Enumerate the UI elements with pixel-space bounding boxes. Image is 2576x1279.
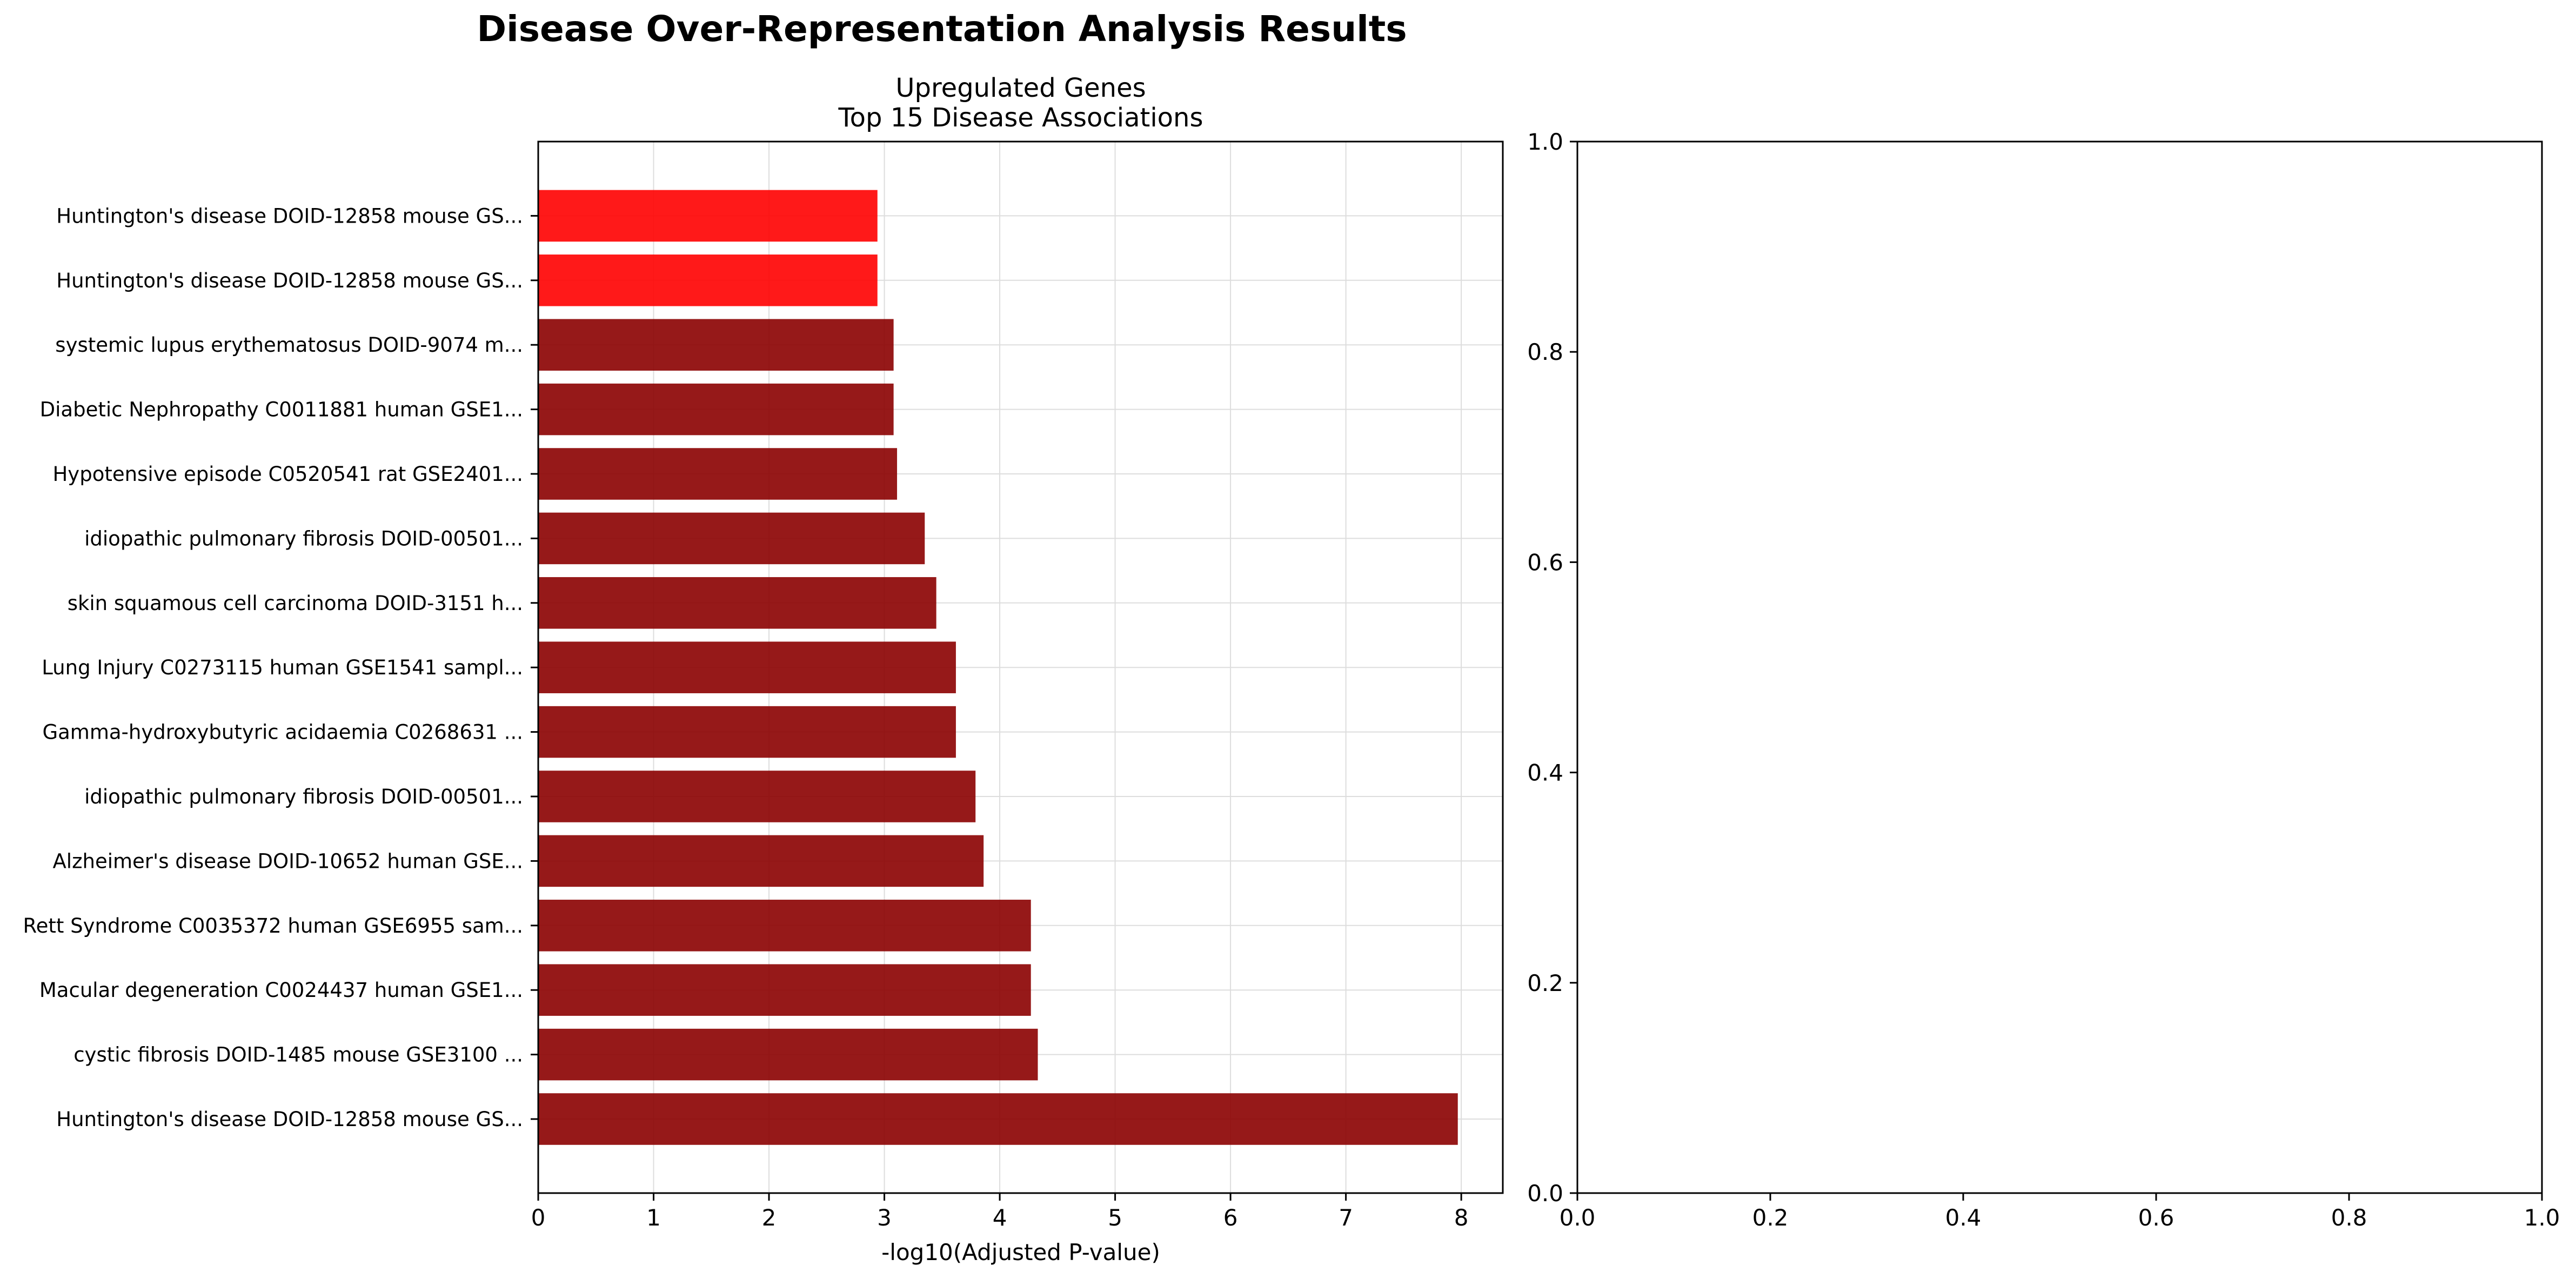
category-label: Huntington's disease DOID-12858 mouse GS…	[56, 269, 523, 292]
x-tick-label: 3	[877, 1204, 892, 1231]
x-tick-label: 4	[993, 1204, 1007, 1231]
category-label: Gamma-hydroxybutyric acidaemia C0268631 …	[42, 721, 523, 744]
bar-chart-axes: Upregulated Genes Top 15 Disease Associa…	[23, 73, 1504, 1265]
x-tick-label: 1.0	[2524, 1204, 2560, 1231]
category-label: Macular degeneration C0024437 human GSE1…	[39, 979, 523, 1002]
bar-chart-bars	[538, 190, 1458, 1145]
chart-subtitle: Top 15 Disease Associations	[838, 103, 1203, 133]
bar	[538, 577, 936, 629]
y-tick-label: 0.0	[1527, 1180, 1563, 1207]
x-tick-label: 0.6	[2138, 1204, 2174, 1231]
chart-title: Upregulated Genes	[895, 73, 1146, 103]
bar	[538, 964, 1031, 1016]
bar	[538, 900, 1031, 952]
category-label: idiopathic pulmonary fibrosis DOID-00501…	[84, 785, 523, 808]
category-label: Lung Injury C0273115 human GSE1541 sampl…	[42, 656, 523, 679]
category-label: Rett Syndrome C0035372 human GSE6955 sam…	[23, 914, 523, 938]
bar	[538, 255, 878, 306]
bar	[538, 448, 898, 500]
category-label: Hypotensive episode C0520541 rat GSE2401…	[52, 463, 523, 486]
category-label: Huntington's disease DOID-12858 mouse GS…	[56, 1108, 523, 1131]
category-label: Alzheimer's disease DOID-10652 human GSE…	[53, 849, 524, 873]
x-tick-label: 1	[646, 1204, 661, 1231]
bar	[538, 835, 984, 887]
empty-axes-frame	[1576, 140, 2543, 1194]
category-label: cystic fibrosis DOID-1485 mouse GSE3100 …	[73, 1043, 523, 1067]
category-label: Diabetic Nephropathy C0011881 human GSE1…	[40, 398, 523, 421]
x-tick-label: 0.2	[1752, 1204, 1789, 1231]
x-tick-label: 8	[1454, 1204, 1469, 1231]
y-tick-label: 0.4	[1527, 760, 1563, 786]
bar-chart-x-ticks: 0 1 2 3 4 5 6 7 8	[531, 1193, 1469, 1231]
category-label: Huntington's disease DOID-12858 mouse GS…	[56, 204, 523, 227]
x-tick-label: 7	[1339, 1204, 1353, 1231]
bar	[538, 706, 956, 758]
bar	[538, 319, 894, 371]
x-tick-label: 0	[531, 1204, 546, 1231]
bar	[538, 383, 894, 436]
x-tick-label: 5	[1108, 1204, 1122, 1231]
bar-chart-x-axis-label: -log10(Adjusted P-value)	[881, 1239, 1160, 1265]
x-tick-label: 0.4	[1945, 1204, 1982, 1231]
y-tick-label: 1.0	[1527, 129, 1563, 155]
x-tick-label: 6	[1223, 1204, 1238, 1231]
category-label: idiopathic pulmonary fibrosis DOID-00501…	[84, 527, 523, 550]
bar	[538, 1028, 1038, 1081]
category-label: skin squamous cell carcinoma DOID-3151 h…	[68, 592, 523, 615]
figure-title: Disease Over-Representation Analysis Res…	[477, 8, 1407, 50]
y-tick-label: 0.6	[1527, 549, 1563, 575]
x-tick-label: 2	[762, 1204, 777, 1231]
bar	[538, 190, 878, 242]
bar	[538, 771, 976, 822]
y-tick-label: 0.2	[1527, 970, 1563, 996]
bar	[538, 641, 956, 693]
x-tick-label: 0.8	[2331, 1204, 2367, 1231]
bar	[538, 1093, 1458, 1145]
y-tick-label: 0.8	[1527, 339, 1563, 365]
x-tick-label: 0.0	[1560, 1204, 1596, 1231]
bar	[538, 512, 925, 565]
empty-axes-y-ticks: 0.0 0.2 0.4 0.6 0.8 1.0	[1527, 129, 1577, 1207]
bar-chart-y-ticks: Huntington's disease DOID-12858 mouse GS…	[23, 204, 538, 1131]
empty-axes: 0.0 0.2 0.4 0.6 0.8 1.0 0.0 0.2 0.4 0.6 0.8 1.0	[1527, 129, 2560, 1231]
category-label: systemic lupus erythematosus DOID-9074 m…	[55, 333, 523, 357]
empty-axes-x-ticks: 0.0 0.2 0.4 0.6 0.8 1.0	[1560, 1193, 2560, 1231]
